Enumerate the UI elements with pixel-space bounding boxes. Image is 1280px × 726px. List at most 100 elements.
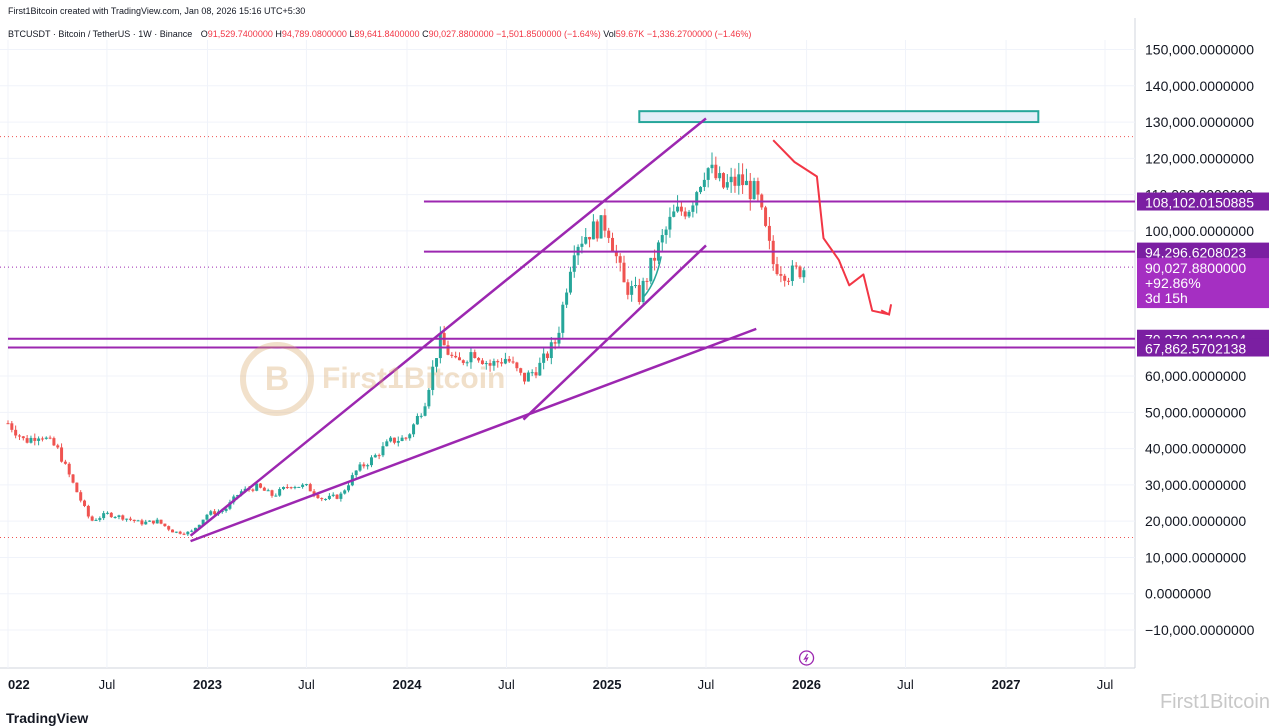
volume-value: 59.67K xyxy=(615,29,645,39)
candle-body xyxy=(163,523,167,527)
candle-body xyxy=(289,487,293,489)
candle-body xyxy=(767,225,771,241)
candle-body xyxy=(756,181,760,195)
candle-body xyxy=(710,164,714,169)
candle-body xyxy=(603,215,607,231)
candle-body xyxy=(568,271,572,293)
candle-body xyxy=(281,487,285,490)
candle-body xyxy=(480,360,484,365)
candle-body xyxy=(637,285,641,303)
candle-body xyxy=(373,455,377,458)
candle-body xyxy=(530,372,534,374)
candle-body xyxy=(251,489,255,491)
level-tag-94k xyxy=(1137,242,1269,261)
candle-body xyxy=(699,186,703,193)
candle-body xyxy=(174,531,178,533)
candle-body xyxy=(687,211,691,217)
candle-body xyxy=(584,237,588,244)
candle-body xyxy=(706,168,710,180)
candle-body xyxy=(83,500,87,506)
candle-body xyxy=(44,437,48,439)
candle-body xyxy=(630,286,634,295)
candle-body xyxy=(668,216,672,230)
resistance-zone xyxy=(638,110,1040,124)
x-tick-label: 2025 xyxy=(593,677,622,692)
candle-body xyxy=(488,363,492,366)
last-price-tag-text: 3d 15h xyxy=(1145,290,1188,306)
x-tick-label: Jul xyxy=(698,677,715,692)
candle-body xyxy=(412,424,416,435)
candle-body xyxy=(67,463,71,475)
candle-body xyxy=(117,515,121,517)
candle-body xyxy=(90,516,94,521)
candle-body xyxy=(109,512,113,518)
level-tag-94k-text: 94,296.6208023 xyxy=(1145,245,1246,261)
candle-body xyxy=(653,257,657,261)
candle-body xyxy=(676,206,680,212)
candle-body xyxy=(369,457,373,466)
candle-body xyxy=(714,164,718,179)
candle-body xyxy=(193,527,197,531)
footer-watermark: First1Bitcoin xyxy=(1159,691,1270,713)
candle-body xyxy=(752,181,756,200)
candle-body xyxy=(381,446,385,456)
candle-body xyxy=(802,270,806,278)
candle-body xyxy=(503,358,507,364)
y-tick-label: 20,000.0000000 xyxy=(1145,513,1246,529)
candle-body xyxy=(182,533,186,535)
candle-body xyxy=(798,266,802,278)
y-tick-label: 60,000.0000000 xyxy=(1145,368,1246,384)
candle-body xyxy=(764,207,768,226)
x-tick-label: Jul xyxy=(498,677,515,692)
candle-body xyxy=(304,484,308,486)
ohlc-legend: BTCUSDT · Bitcoin / TetherUS · 1W · Bina… xyxy=(8,29,751,39)
candle-body xyxy=(465,362,469,364)
candle-body xyxy=(148,520,152,522)
candle-body xyxy=(86,505,90,517)
candle-body xyxy=(523,372,527,382)
level-tag-67k xyxy=(1137,338,1269,357)
candle-body xyxy=(186,531,190,535)
high-label: H xyxy=(275,29,282,39)
candle-body xyxy=(105,512,109,514)
candle-body xyxy=(496,361,500,363)
y-tick-label: 130,000.0000000 xyxy=(1145,114,1254,130)
candle-body xyxy=(580,243,584,247)
candle-body xyxy=(783,275,787,281)
candle-body xyxy=(572,255,576,272)
candle-body xyxy=(683,211,687,217)
candle-body xyxy=(626,282,630,295)
candle-body xyxy=(270,490,274,496)
candle-body xyxy=(259,483,263,488)
candle-body xyxy=(262,487,266,491)
low-value: 89,641.8400000 xyxy=(354,29,420,39)
close-label: C xyxy=(422,29,429,39)
candle-body xyxy=(71,474,75,483)
first1bitcoin-logo-icon: B xyxy=(240,342,314,416)
candle-body xyxy=(431,366,435,390)
last-price-tag-text: +92.86% xyxy=(1145,275,1201,291)
candle-body xyxy=(408,434,412,439)
candle-body xyxy=(446,345,450,355)
candle-body xyxy=(492,361,496,366)
candle-body xyxy=(725,182,729,188)
low-label: L xyxy=(349,29,355,39)
candle-body xyxy=(534,372,538,376)
candle-body xyxy=(588,237,592,240)
symbol-label[interactable]: BTCUSDT · Bitcoin / TetherUS · 1W · Bina… xyxy=(8,29,193,39)
candle-body xyxy=(461,360,465,363)
y-tick-label: 30,000.0000000 xyxy=(1145,477,1246,493)
candle-body xyxy=(274,495,278,497)
candle-body xyxy=(151,520,155,524)
candle-body xyxy=(415,415,419,425)
candle-body xyxy=(285,487,289,489)
candle-body xyxy=(660,235,664,243)
candle-body xyxy=(113,516,117,518)
candle-body xyxy=(121,515,125,520)
candle-body xyxy=(794,265,798,267)
candle-body xyxy=(40,438,44,440)
change-value: −1,501.8500000 (−1.64%) xyxy=(496,29,601,39)
x-tick-label: Jul xyxy=(99,677,116,692)
candle-body xyxy=(102,513,106,519)
